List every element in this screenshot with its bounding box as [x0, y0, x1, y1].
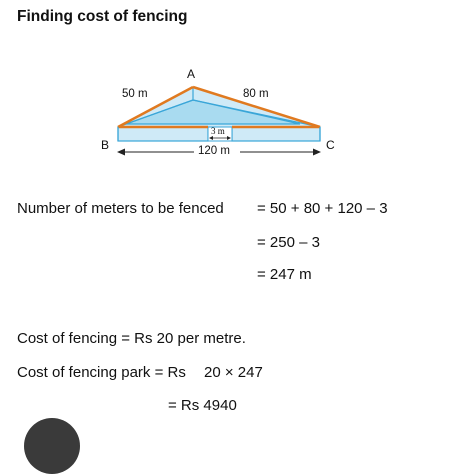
- triangle-diagram: [117, 85, 321, 156]
- base-arrowhead-left: [117, 148, 125, 156]
- cost-result: = Rs 4940: [168, 397, 237, 414]
- avatar[interactable]: [24, 418, 80, 474]
- fence-ac: [192, 85, 321, 129]
- gate-arrowhead-left: [209, 136, 213, 140]
- vertex-b-label: B: [101, 138, 110, 152]
- page-title: Finding cost of fencing: [17, 8, 188, 25]
- gate-label: 3 m: [211, 126, 225, 136]
- base-label: 120 m: [198, 145, 230, 157]
- base-strip-left: [117, 126, 209, 142]
- base-strip-right: [231, 126, 321, 142]
- side-ac-label: 80 m: [243, 88, 269, 100]
- fenced-label: Number of meters to be fenced: [17, 200, 224, 217]
- gate-arrowhead-right: [227, 136, 231, 140]
- vertex-c-label: C: [326, 138, 335, 152]
- cost-rate: Cost of fencing = Rs 20 per metre.: [17, 330, 246, 347]
- inner-line-left: [117, 99, 194, 128]
- fenced-step3: = 247 m: [257, 266, 312, 283]
- fenced-step1: = 50 + 80 + 120 – 3: [257, 200, 388, 217]
- cost-park-label: Cost of fencing park = Rs: [17, 364, 186, 381]
- cost-park-expr: 20 × 247: [204, 364, 263, 381]
- vertex-a-label: A: [187, 67, 196, 81]
- fence-ab: [117, 85, 194, 129]
- gate-box: [207, 126, 233, 142]
- fenced-step2: = 250 – 3: [257, 234, 320, 251]
- base-arrowhead-right: [313, 148, 321, 156]
- inner-line-right: [192, 99, 321, 128]
- side-ab-label: 50 m: [122, 88, 148, 100]
